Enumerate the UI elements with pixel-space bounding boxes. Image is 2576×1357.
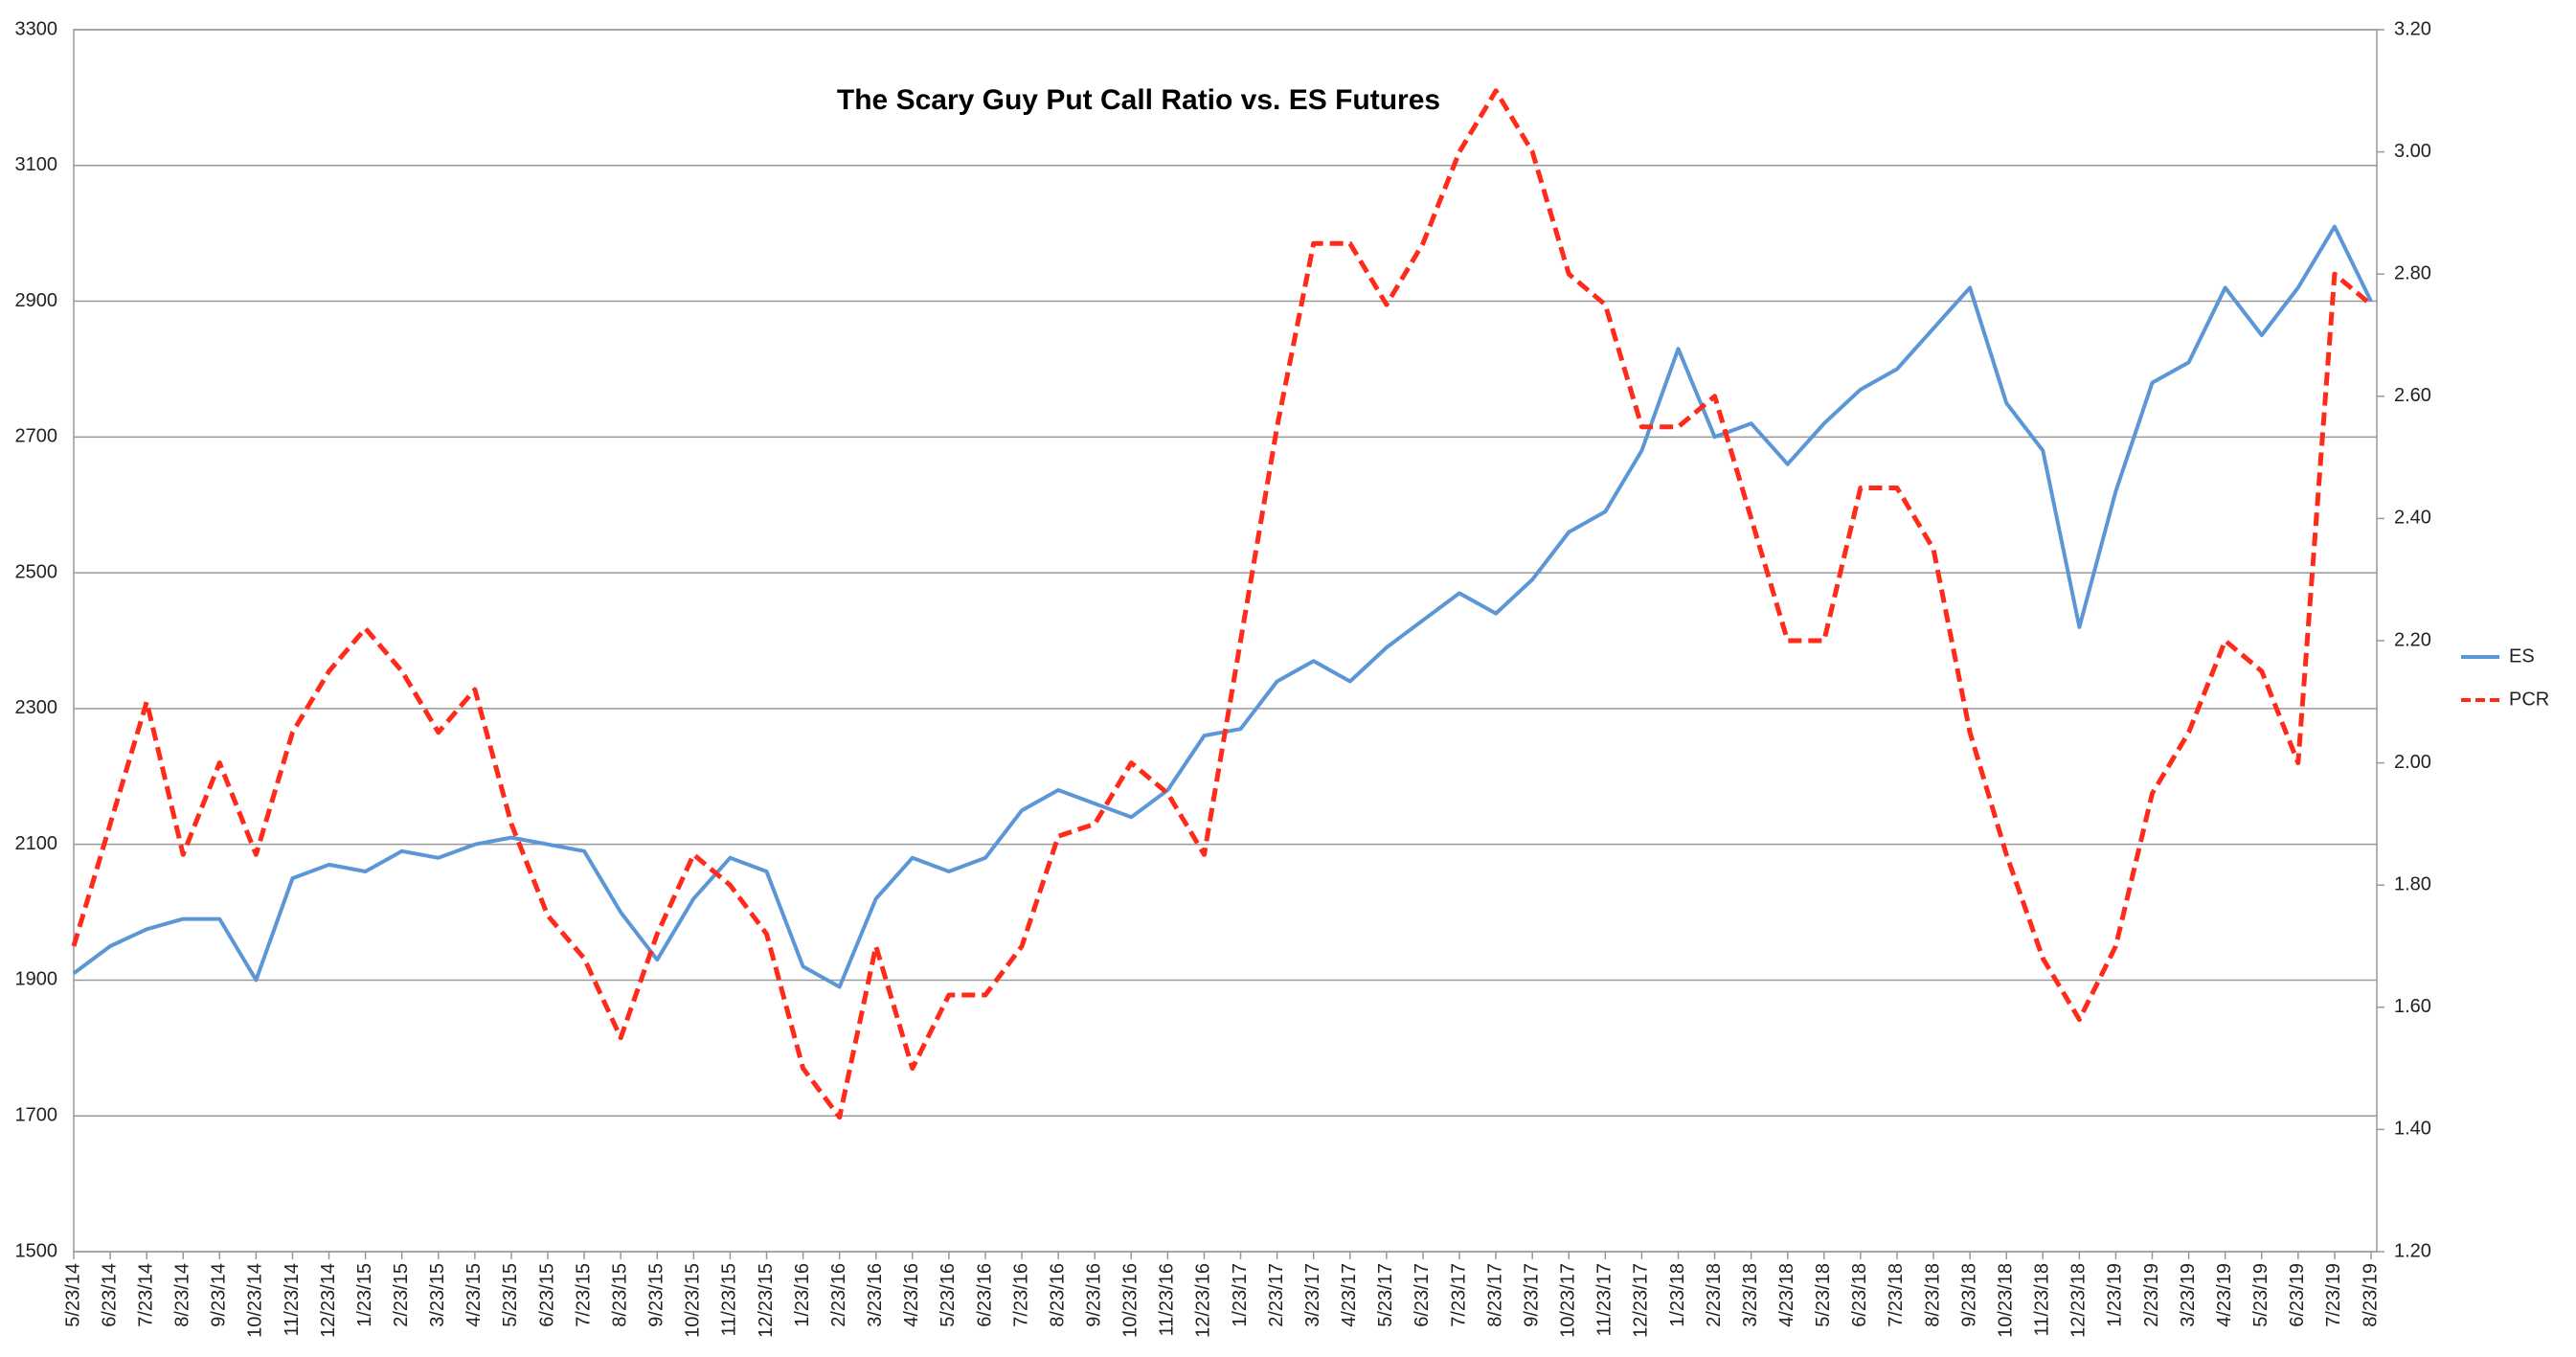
x-tick-label: 11/23/14 (282, 1263, 303, 1336)
y-tick-label: 2700 (15, 426, 58, 447)
x-tick-label: 5/23/18 (1813, 1263, 1834, 1327)
y-tick-label: 2500 (15, 561, 58, 582)
x-tick-label: 6/23/18 (1849, 1263, 1870, 1327)
chart-title: The Scary Guy Put Call Ratio vs. ES Futu… (837, 84, 1440, 116)
legend-label: PCR (2509, 689, 2549, 710)
x-tick-label: 5/23/19 (2250, 1263, 2271, 1327)
x-tick-label: 4/23/16 (901, 1263, 922, 1327)
x-tick-label: 12/23/18 (2068, 1263, 2090, 1338)
x-tick-label: 1/23/16 (792, 1263, 813, 1327)
plot-frame (73, 29, 2378, 1253)
x-tick-label: 9/23/14 (209, 1263, 230, 1327)
x-tick-label: 8/23/16 (1047, 1263, 1068, 1327)
x-tick-label: 3/23/19 (2178, 1263, 2199, 1327)
y-tick-label: 1700 (15, 1105, 58, 1126)
x-tick-label: 9/23/18 (1958, 1263, 1979, 1327)
y2-tick-label: 2.80 (2394, 262, 2431, 283)
y-tick-label: 1500 (15, 1240, 58, 1261)
x-tick-label: 2/23/18 (1704, 1263, 1725, 1327)
x-tick-label: 4/23/18 (1776, 1263, 1797, 1327)
x-tick-label: 5/23/17 (1375, 1263, 1396, 1327)
x-tick-label: 5/23/15 (500, 1263, 521, 1327)
x-tick-label: 2/23/15 (391, 1263, 412, 1327)
x-tick-label: 10/23/17 (1558, 1263, 1579, 1338)
x-tick-label: 3/23/15 (427, 1263, 448, 1327)
y-tick-label: 3100 (15, 154, 58, 175)
y-tick-label: 1900 (15, 969, 58, 990)
x-tick-label: 4/23/15 (463, 1263, 485, 1327)
x-tick-label: 7/23/18 (1886, 1263, 1907, 1327)
x-tick-label: 6/23/16 (974, 1263, 995, 1327)
x-tick-label: 7/23/15 (573, 1263, 594, 1327)
x-tick-label: 10/23/16 (1120, 1263, 1141, 1338)
x-tick-label: 5/23/14 (62, 1263, 83, 1327)
x-tick-label: 10/23/14 (245, 1263, 266, 1338)
x-tick-label: 2/23/16 (828, 1263, 849, 1327)
y2-tick-label: 1.80 (2394, 873, 2431, 894)
y2-tick-label: 2.40 (2394, 508, 2431, 529)
x-tick-label: 8/23/14 (172, 1263, 193, 1327)
x-tick-label: 6/23/14 (99, 1263, 120, 1327)
x-tick-label: 12/23/16 (1193, 1263, 1214, 1338)
x-tick-label: 7/23/19 (2323, 1263, 2344, 1327)
x-tick-label: 8/23/17 (1484, 1263, 1505, 1327)
x-tick-label: 8/23/19 (2360, 1263, 2381, 1327)
x-tick-label: 1/23/18 (1667, 1263, 1688, 1327)
x-tick-label: 12/23/17 (1631, 1263, 1652, 1338)
x-tick-label: 8/23/15 (609, 1263, 630, 1327)
x-tick-label: 6/23/17 (1412, 1263, 1433, 1327)
y2-tick-label: 3.20 (2394, 18, 2431, 39)
x-tick-label: 4/23/19 (2214, 1263, 2235, 1327)
x-tick-label: 11/23/18 (2032, 1263, 2053, 1336)
x-tick-label: 9/23/15 (646, 1263, 667, 1327)
x-tick-label: 9/23/16 (1084, 1263, 1105, 1327)
y2-tick-label: 2.20 (2394, 629, 2431, 650)
x-tick-label: 9/23/17 (1521, 1263, 1542, 1327)
x-tick-label: 11/23/16 (1157, 1263, 1178, 1336)
y-tick-label: 2900 (15, 290, 58, 311)
x-tick-label: 6/23/19 (2287, 1263, 2308, 1327)
x-tick-label: 1/23/17 (1230, 1263, 1251, 1327)
x-tick-label: 2/23/19 (2141, 1263, 2162, 1327)
y-tick-label: 2100 (15, 833, 58, 854)
x-tick-label: 5/23/16 (938, 1263, 959, 1327)
x-tick-label: 3/23/16 (865, 1263, 886, 1327)
x-tick-label: 10/23/15 (683, 1263, 704, 1338)
series-line (72, 224, 2373, 989)
y-tick-label: 2300 (15, 697, 58, 718)
x-tick-label: 3/23/17 (1302, 1263, 1323, 1327)
y-tick-label: 3300 (15, 18, 58, 39)
x-tick-label: 7/23/17 (1448, 1263, 1469, 1327)
x-tick-label: 7/23/14 (135, 1263, 156, 1327)
legend-label: ES (2509, 645, 2535, 667)
x-tick-label: 7/23/16 (1010, 1263, 1031, 1327)
x-tick-label: 2/23/17 (1266, 1263, 1287, 1327)
x-tick-label: 8/23/18 (1922, 1263, 1943, 1327)
x-tick-label: 4/23/17 (1339, 1263, 1360, 1327)
y2-tick-label: 2.60 (2394, 385, 2431, 406)
series-line (71, 88, 2373, 1120)
x-tick-label: 3/23/18 (1740, 1263, 1761, 1327)
y2-tick-label: 1.40 (2394, 1119, 2431, 1140)
y2-tick-label: 1.20 (2394, 1240, 2431, 1261)
x-tick-label: 6/23/15 (536, 1263, 557, 1327)
x-tick-label: 12/23/15 (756, 1263, 777, 1338)
y2-tick-label: 2.00 (2394, 752, 2431, 773)
x-tick-label: 11/23/17 (1594, 1263, 1616, 1336)
x-tick-label: 12/23/14 (318, 1263, 339, 1338)
x-tick-label: 11/23/15 (719, 1263, 740, 1336)
y2-tick-label: 3.00 (2394, 141, 2431, 162)
x-tick-label: 1/23/19 (2105, 1263, 2126, 1327)
x-tick-label: 10/23/18 (1995, 1263, 2016, 1338)
y2-tick-label: 1.60 (2394, 996, 2431, 1017)
x-tick-label: 1/23/15 (354, 1263, 375, 1327)
